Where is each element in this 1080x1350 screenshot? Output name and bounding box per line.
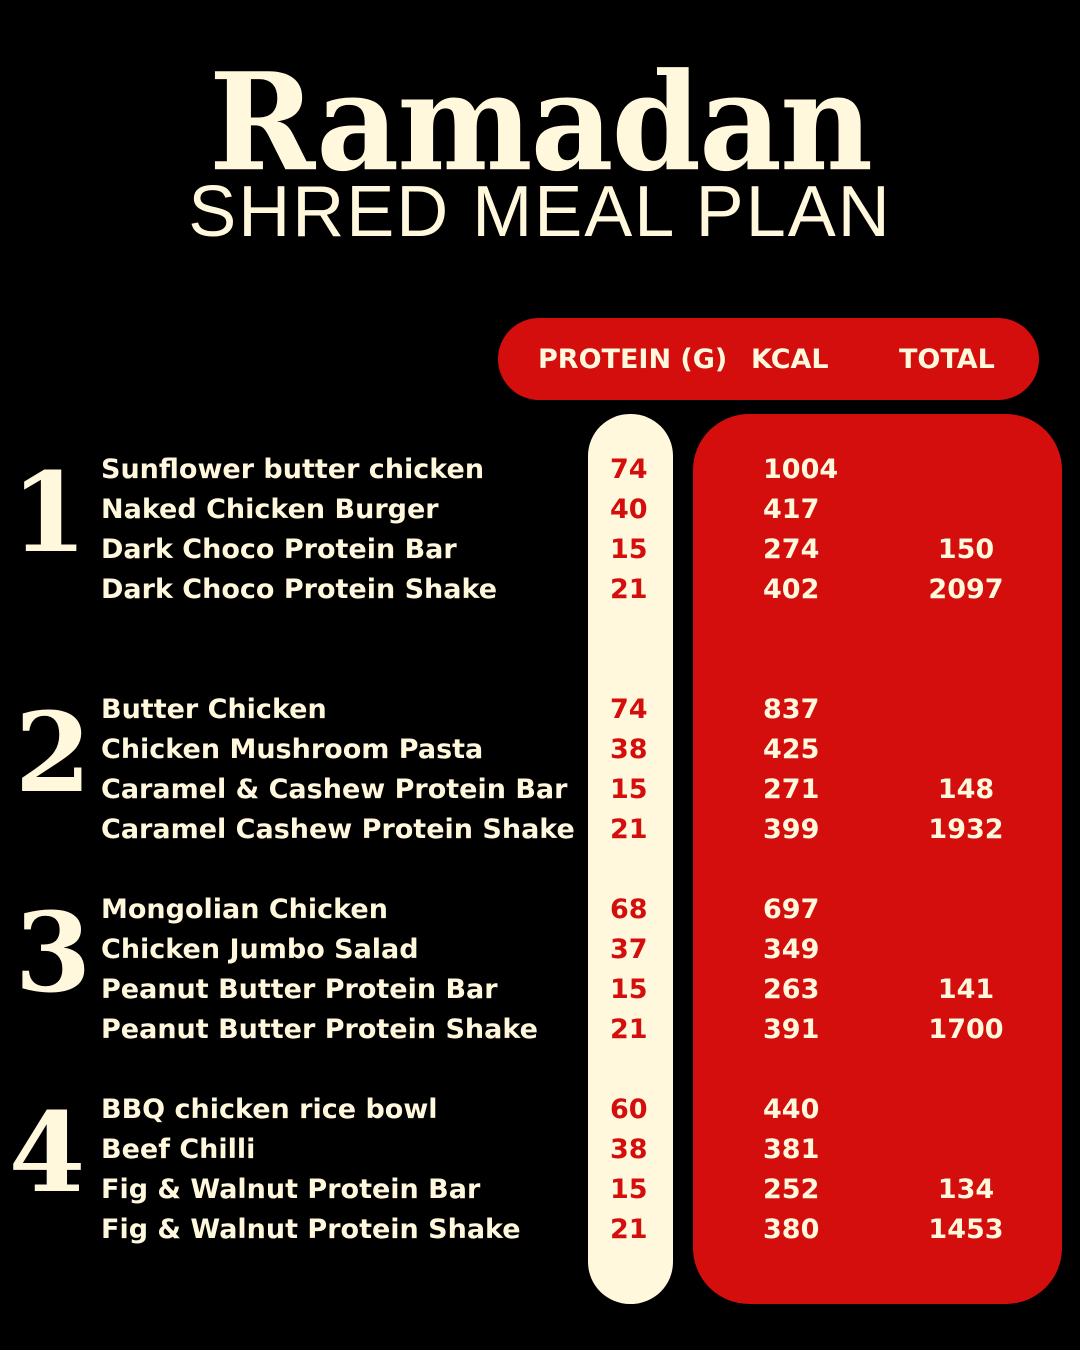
total-value: 1700 bbox=[928, 1014, 1004, 1045]
kcal-total-column-background bbox=[693, 414, 1062, 1304]
total-value: 150 bbox=[937, 534, 995, 565]
kcal-value: 417 bbox=[763, 494, 820, 525]
meal-name: Caramel & Cashew Protein Bar bbox=[101, 774, 568, 805]
meal-name: Mongolian Chicken bbox=[101, 894, 388, 925]
meal-name: Dark Choco Protein Shake bbox=[101, 574, 498, 605]
total-value: 141 bbox=[937, 974, 995, 1005]
table-row: Chicken Mushroom Pasta 38 425 bbox=[0, 730, 1080, 770]
meal-name: Fig & Walnut Protein Bar bbox=[101, 1174, 481, 1205]
protein-value: 68 bbox=[610, 894, 648, 925]
total-value: 134 bbox=[937, 1174, 995, 1205]
protein-value: 37 bbox=[610, 934, 648, 965]
meal-name: Caramel Cashew Protein Shake bbox=[101, 814, 575, 845]
meal-name: Naked Chicken Burger bbox=[101, 494, 439, 525]
protein-value: 38 bbox=[610, 1134, 648, 1165]
kcal-header: KCAL bbox=[751, 344, 829, 375]
table-row: BBQ chicken rice bowl 60 440 bbox=[0, 1090, 1080, 1130]
day-number-2: 2 bbox=[14, 688, 92, 817]
protein-column-background bbox=[588, 414, 673, 1304]
kcal-value: 391 bbox=[763, 1014, 820, 1045]
table-row: Caramel Cashew Protein Shake 21 399 1932 bbox=[0, 810, 1080, 850]
table-row: Fig & Walnut Protein Shake 21 380 1453 bbox=[0, 1210, 1080, 1250]
kcal-value: 349 bbox=[763, 934, 820, 965]
meal-name: Chicken Jumbo Salad bbox=[101, 934, 419, 965]
total-value: 1932 bbox=[928, 814, 1004, 845]
meal-name: Peanut Butter Protein Shake bbox=[101, 1014, 538, 1045]
kcal-value: 271 bbox=[763, 774, 820, 805]
kcal-value: 1004 bbox=[763, 454, 839, 485]
kcal-value: 837 bbox=[763, 694, 820, 725]
protein-value: 15 bbox=[610, 534, 648, 565]
protein-value: 74 bbox=[610, 694, 648, 725]
kcal-value: 425 bbox=[763, 734, 820, 765]
table-row: Sunflower butter chicken 74 1004 bbox=[0, 450, 1080, 490]
protein-value: 21 bbox=[610, 1214, 648, 1245]
table-row: Dark Choco Protein Shake 21 402 2097 bbox=[0, 570, 1080, 610]
kcal-value: 380 bbox=[763, 1214, 820, 1245]
table-row: Dark Choco Protein Bar 15 274 150 bbox=[0, 530, 1080, 570]
table-row: Peanut Butter Protein Bar 15 263 141 bbox=[0, 970, 1080, 1010]
meal-name: Fig & Walnut Protein Shake bbox=[101, 1214, 521, 1245]
meal-name: BBQ chicken rice bowl bbox=[101, 1094, 438, 1125]
protein-value: 21 bbox=[610, 814, 648, 845]
protein-value: 15 bbox=[610, 974, 648, 1005]
kcal-value: 399 bbox=[763, 814, 820, 845]
table-row: Chicken Jumbo Salad 37 349 bbox=[0, 930, 1080, 970]
day-number-1: 1 bbox=[10, 448, 88, 577]
total-value: 2097 bbox=[928, 574, 1004, 605]
day-number-4: 4 bbox=[8, 1088, 86, 1217]
total-value: 148 bbox=[937, 774, 995, 805]
kcal-value: 274 bbox=[763, 534, 820, 565]
kcal-value: 252 bbox=[763, 1174, 820, 1205]
kcal-value: 402 bbox=[763, 574, 820, 605]
kcal-value: 381 bbox=[763, 1134, 820, 1165]
day-number-3: 3 bbox=[14, 888, 92, 1017]
protein-value: 15 bbox=[610, 774, 648, 805]
protein-value: 40 bbox=[610, 494, 648, 525]
table-row: Butter Chicken 74 837 bbox=[0, 690, 1080, 730]
page-title: Ramadan bbox=[208, 44, 873, 202]
meal-name: Peanut Butter Protein Bar bbox=[101, 974, 498, 1005]
kcal-value: 697 bbox=[763, 894, 820, 925]
total-header: TOTAL bbox=[899, 344, 995, 375]
table-row: Fig & Walnut Protein Bar 15 252 134 bbox=[0, 1170, 1080, 1210]
protein-value: 38 bbox=[610, 734, 648, 765]
meal-name: Butter Chicken bbox=[101, 694, 327, 725]
kcal-value: 263 bbox=[763, 974, 820, 1005]
page-subtitle: SHRED MEAL PLAN bbox=[188, 172, 892, 252]
protein-header: PROTEIN (G) bbox=[538, 344, 728, 375]
table-row: Mongolian Chicken 68 697 bbox=[0, 890, 1080, 930]
table-row: Naked Chicken Burger 40 417 bbox=[0, 490, 1080, 530]
protein-value: 60 bbox=[610, 1094, 648, 1125]
table-row: Peanut Butter Protein Shake 21 391 1700 bbox=[0, 1010, 1080, 1050]
table-row: Caramel & Cashew Protein Bar 15 271 148 bbox=[0, 770, 1080, 810]
meal-name: Sunflower butter chicken bbox=[101, 454, 485, 485]
column-header-bar bbox=[498, 318, 1039, 400]
protein-value: 15 bbox=[610, 1174, 648, 1205]
table-row: Beef Chilli 38 381 bbox=[0, 1130, 1080, 1170]
protein-value: 74 bbox=[610, 454, 648, 485]
meal-name: Chicken Mushroom Pasta bbox=[101, 734, 484, 765]
kcal-value: 440 bbox=[763, 1094, 820, 1125]
meal-name: Beef Chilli bbox=[101, 1134, 256, 1165]
total-value: 1453 bbox=[928, 1214, 1004, 1245]
meal-name: Dark Choco Protein Bar bbox=[101, 534, 457, 565]
protein-value: 21 bbox=[610, 574, 648, 605]
protein-value: 21 bbox=[610, 1014, 648, 1045]
